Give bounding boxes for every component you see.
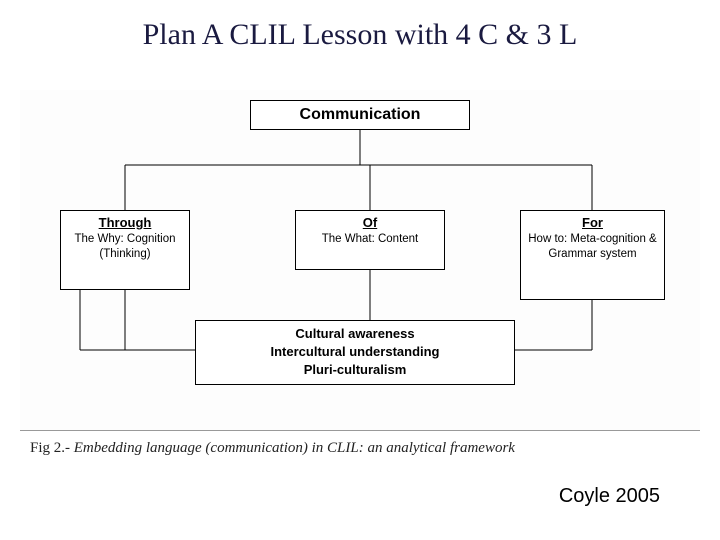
attribution: Coyle 2005 — [559, 485, 660, 508]
figure-caption: Fig 2.- Embedding language (communicatio… — [30, 440, 515, 457]
caption-text: Embedding language (communication) in CL… — [74, 440, 515, 456]
node-for-title: For — [527, 215, 658, 230]
node-through-sub: The Why: Cognition (Thinking) — [67, 232, 183, 262]
node-for-sub: How to: Meta-cognition & Grammar system — [527, 232, 658, 262]
framework-diagram: Communication Through The Why: Cognition… — [20, 90, 700, 430]
culture-line2: Intercultural understanding — [270, 344, 439, 359]
node-through-title: Through — [67, 215, 183, 230]
culture-line3: Pluri-culturalism — [304, 362, 407, 377]
slide-title: Plan A CLIL Lesson with 4 C & 3 L — [0, 18, 720, 52]
node-communication-label: Communication — [300, 106, 421, 123]
divider — [20, 430, 700, 431]
node-for: For How to: Meta-cognition & Grammar sys… — [520, 210, 665, 300]
caption-label: Fig 2.- — [30, 440, 74, 456]
node-culture: Cultural awareness Intercultural underst… — [195, 320, 515, 385]
node-of: Of The What: Content — [295, 210, 445, 270]
node-communication: Communication — [250, 100, 470, 130]
culture-line1: Cultural awareness — [295, 326, 414, 341]
node-through: Through The Why: Cognition (Thinking) — [60, 210, 190, 290]
node-of-sub: The What: Content — [302, 232, 438, 247]
node-of-title: Of — [302, 215, 438, 230]
